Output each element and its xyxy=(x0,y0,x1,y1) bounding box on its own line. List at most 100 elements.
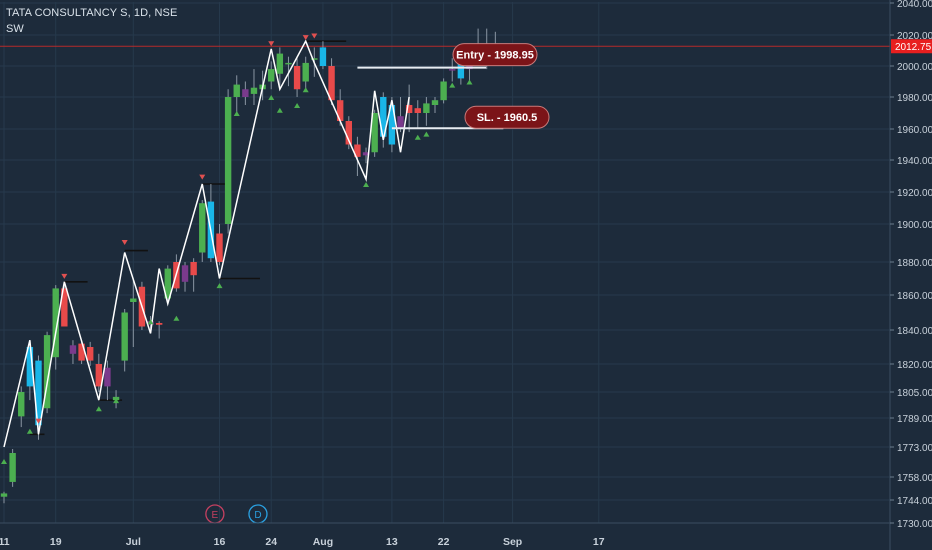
swing-low-marker xyxy=(173,315,180,321)
candle-body xyxy=(311,58,318,60)
candle-body xyxy=(78,343,85,361)
price-tick-label: 1960.00 xyxy=(897,125,932,136)
swing-high-marker xyxy=(35,418,42,424)
candle-body xyxy=(345,121,352,145)
candles xyxy=(0,28,499,504)
candle-body xyxy=(285,62,292,65)
candle-body xyxy=(388,105,396,145)
candle-body xyxy=(233,84,240,97)
candle-body xyxy=(371,113,378,153)
candle-body xyxy=(336,100,344,121)
swing-low-marker xyxy=(276,107,283,113)
swing-low-marker xyxy=(302,87,309,93)
candle-body xyxy=(250,87,258,94)
time-tick-label: Jul xyxy=(126,536,141,548)
candle-body xyxy=(449,69,456,71)
price-tick-label: 1789.00 xyxy=(897,414,932,425)
candle-body xyxy=(52,288,59,358)
candle-body xyxy=(405,105,413,113)
candle-body xyxy=(431,100,439,105)
swing-low-marker xyxy=(449,82,456,88)
swing-high-marker xyxy=(199,174,206,180)
swing-low-marker xyxy=(414,134,421,140)
candle-body xyxy=(216,233,223,262)
candle-body xyxy=(0,493,8,497)
zigzag-path xyxy=(3,39,410,448)
candle-body xyxy=(328,66,335,101)
swing-high-marker xyxy=(268,41,275,47)
stop-loss-level-label-text: SL. - 1960.5 xyxy=(477,112,538,124)
candle-body xyxy=(224,97,232,224)
time-tick-label: Aug xyxy=(313,536,333,548)
candle-body xyxy=(18,392,25,417)
candle-body xyxy=(87,347,94,361)
swing-low-marker xyxy=(26,428,33,434)
candle-body xyxy=(130,298,137,302)
candle-body xyxy=(104,367,111,387)
event-d-label: D xyxy=(254,510,261,521)
time-tick-label: 11 xyxy=(0,536,10,548)
price-tick-label: 1805.00 xyxy=(897,388,932,399)
candle-body xyxy=(43,335,51,409)
swing-levels xyxy=(29,40,347,436)
price-tick-label: 1773.00 xyxy=(897,443,932,454)
candle-body xyxy=(199,203,206,253)
swing-high-marker xyxy=(311,33,318,39)
swing-low-marker xyxy=(371,142,378,148)
swing-low-marker xyxy=(294,103,301,108)
time-tick-label: 24 xyxy=(265,536,277,548)
swing-low-marker xyxy=(147,319,154,325)
candle-body xyxy=(440,81,447,101)
candle-body xyxy=(155,323,163,325)
time-axis[interactable]: 11 19 Jul 16 24 Aug 13 22 Sep 17 xyxy=(0,522,890,548)
swing-high-marker xyxy=(302,35,309,41)
time-tick-label: 13 xyxy=(386,536,398,548)
event-e-label: E xyxy=(212,510,219,521)
candle-body xyxy=(457,62,465,79)
last-price-label: 2012.75 xyxy=(895,42,932,53)
swing-low-marker xyxy=(1,459,7,464)
price-tick-label: 1840.00 xyxy=(897,326,932,337)
entry-level-label-text: Entry - 1998.95 xyxy=(456,50,534,62)
candle-body xyxy=(95,364,103,387)
price-tick-label: 1820.00 xyxy=(897,360,932,371)
candle-body xyxy=(276,53,284,74)
symbol-title: TATA CONSULTANCY S, 1D, NSE xyxy=(6,7,178,19)
candle-body xyxy=(397,116,404,129)
price-tick-label: 2020.00 xyxy=(897,31,932,42)
time-tick-label: 22 xyxy=(438,536,450,548)
candle-body xyxy=(61,288,68,327)
price-tick-label: 2040.00 xyxy=(897,0,932,10)
stop-loss-level-label-box xyxy=(464,105,550,129)
swing-low-marker xyxy=(466,79,473,85)
candle-body xyxy=(268,69,275,82)
candle-body xyxy=(423,103,430,113)
swing-low-marker xyxy=(423,131,430,137)
last-price-tag xyxy=(891,39,932,54)
candle-body xyxy=(26,347,34,387)
indicator-label[interactable]: SW xyxy=(6,23,24,35)
swing-markers xyxy=(1,33,473,464)
price-tick-label: 1730.00 xyxy=(897,519,932,530)
candle-body xyxy=(302,62,309,82)
candle-body xyxy=(9,453,16,482)
swing-low-marker xyxy=(216,283,223,289)
price-axis[interactable]: 2040.00 2020.00 2000.00 1980.00 1960.00 1940.… xyxy=(889,0,932,550)
swing-low-marker xyxy=(95,406,102,412)
candle-body xyxy=(414,108,421,113)
price-tick-label: 1940.00 xyxy=(897,156,932,167)
price-tick-label: 2000.00 xyxy=(897,62,932,73)
price-tick-label: 1880.00 xyxy=(897,258,932,269)
price-tick-label: 1920.00 xyxy=(897,188,932,199)
candle-body xyxy=(35,360,42,426)
swing-low-marker xyxy=(268,95,275,100)
candle-body xyxy=(362,152,370,156)
swing-low-marker xyxy=(113,398,120,404)
candle-body xyxy=(354,144,361,157)
candle-body xyxy=(319,47,327,66)
candle-body xyxy=(121,312,128,361)
price-tick-label: 1758.00 xyxy=(897,473,932,484)
swing-high-marker xyxy=(121,240,128,245)
price-tick-label: 1744.00 xyxy=(897,496,932,507)
